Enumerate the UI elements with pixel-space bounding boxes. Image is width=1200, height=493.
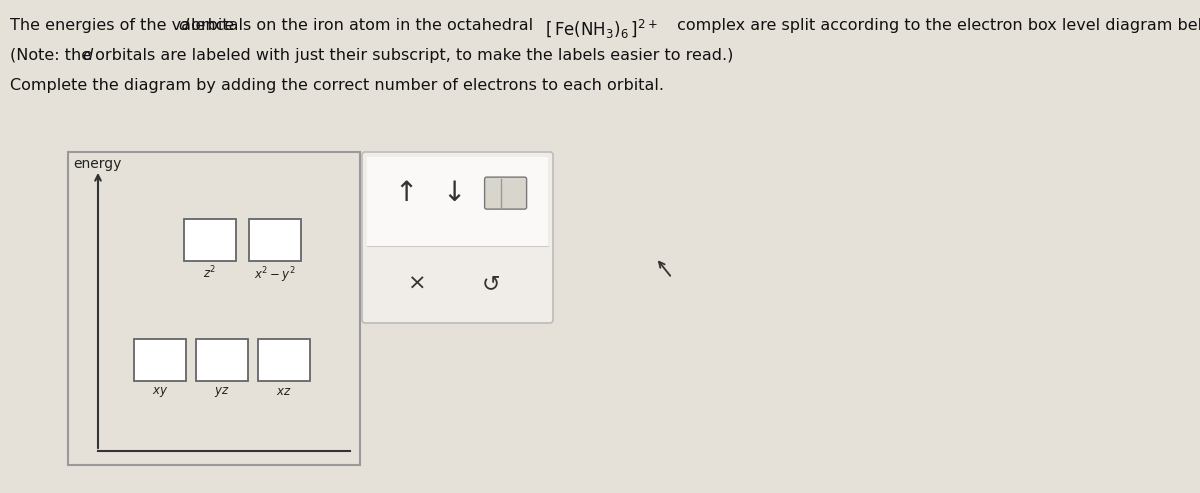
Text: d: d	[178, 18, 188, 33]
Text: complex are split according to the electron box level diagram below.: complex are split according to the elect…	[672, 18, 1200, 33]
Text: $yz$: $yz$	[214, 385, 230, 399]
Bar	[196, 339, 248, 381]
Text: Complete the diagram by adding the correct number of electrons to each orbital.: Complete the diagram by adding the corre…	[10, 78, 664, 93]
Text: The energies of the valence: The energies of the valence	[10, 18, 239, 33]
Text: $\left[\,\mathrm{Fe(NH_3)_6}\,\right]^{2+}$: $\left[\,\mathrm{Fe(NH_3)_6}\,\right]^{2…	[545, 18, 658, 41]
Text: orbitals are labeled with just their subscript, to make the labels easier to rea: orbitals are labeled with just their sub…	[90, 48, 733, 63]
Text: (Note: the: (Note: the	[10, 48, 96, 63]
Bar	[250, 219, 301, 261]
Text: energy: energy	[73, 157, 121, 171]
Text: ↑: ↑	[394, 179, 418, 207]
Bar	[68, 152, 360, 465]
Text: $z^2$: $z^2$	[203, 265, 217, 282]
Bar	[184, 219, 236, 261]
Text: ↓: ↓	[442, 179, 466, 207]
Bar	[134, 339, 186, 381]
FancyBboxPatch shape	[362, 152, 553, 323]
Text: d: d	[82, 48, 92, 63]
Text: ×: ×	[408, 274, 426, 294]
FancyBboxPatch shape	[485, 177, 527, 209]
Text: $xy$: $xy$	[152, 385, 168, 399]
Text: $xz$: $xz$	[276, 385, 292, 398]
Text: orbitals on the iron atom in the octahedral: orbitals on the iron atom in the octahed…	[186, 18, 539, 33]
Text: ↺: ↺	[481, 274, 500, 294]
Text: $x^2-y^2$: $x^2-y^2$	[254, 265, 296, 284]
Bar	[258, 339, 310, 381]
Bar	[367, 157, 548, 246]
